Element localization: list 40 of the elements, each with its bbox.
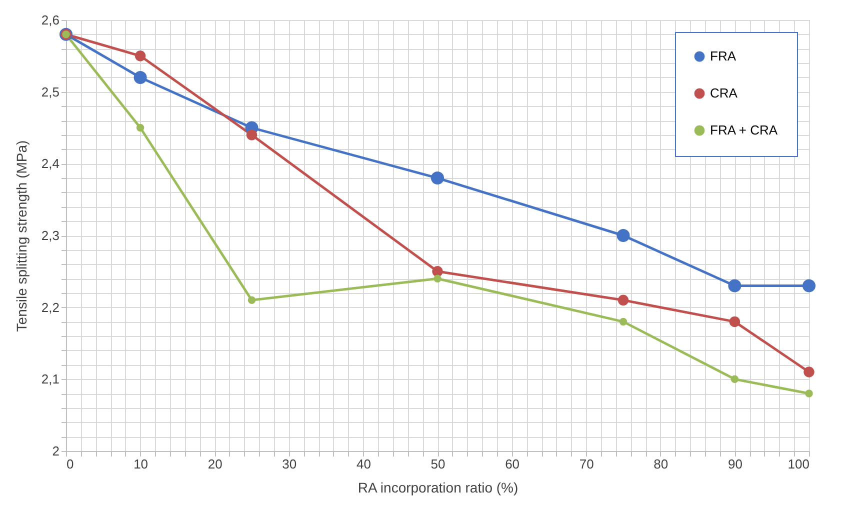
x-tick-label: 70 bbox=[579, 456, 594, 472]
x-tick-label: 0 bbox=[66, 456, 74, 472]
point bbox=[434, 274, 442, 282]
x-tick-label: 80 bbox=[654, 456, 668, 472]
point bbox=[616, 228, 630, 242]
point bbox=[802, 279, 816, 292]
point bbox=[805, 390, 813, 398]
x-tick-label: 100 bbox=[788, 456, 810, 472]
point bbox=[729, 316, 740, 328]
legend-label: CRA bbox=[710, 86, 738, 100]
y-tick-label: 2,6 bbox=[41, 12, 60, 28]
x-tick-label: 90 bbox=[728, 456, 742, 472]
y-tick-label: 2,3 bbox=[41, 228, 60, 243]
x-tick-label: 30 bbox=[282, 456, 297, 472]
y-tick-label: 2,4 bbox=[41, 156, 60, 172]
y-axis-title: Tensile splitting strength (MPa) bbox=[13, 140, 30, 332]
legend-label: FRA bbox=[710, 48, 736, 64]
x-tick-label: 20 bbox=[208, 456, 222, 472]
point bbox=[248, 296, 256, 304]
legend-label: FRA + CRA bbox=[710, 122, 778, 138]
point bbox=[728, 279, 742, 292]
point bbox=[804, 366, 814, 378]
point bbox=[134, 50, 146, 62]
x-axis-title: RA incorporation ratio (%) bbox=[358, 480, 518, 496]
y-tick-label: 2,2 bbox=[41, 300, 60, 315]
point bbox=[246, 130, 258, 140]
x-tick-label: 10 bbox=[134, 456, 148, 472]
point bbox=[134, 70, 147, 84]
y-tick-label: 2 bbox=[52, 444, 60, 458]
point bbox=[619, 318, 628, 326]
y-tick-label: 2,1 bbox=[41, 372, 60, 387]
x-tick-label: 40 bbox=[356, 456, 371, 472]
point bbox=[618, 294, 629, 306]
x-tick-label: 50 bbox=[430, 456, 446, 472]
x-tick-label: 60 bbox=[505, 456, 520, 472]
point bbox=[432, 266, 443, 277]
point bbox=[136, 124, 144, 132]
point bbox=[430, 172, 444, 185]
y-tick-label: 2,5 bbox=[41, 84, 60, 100]
point bbox=[730, 375, 739, 384]
